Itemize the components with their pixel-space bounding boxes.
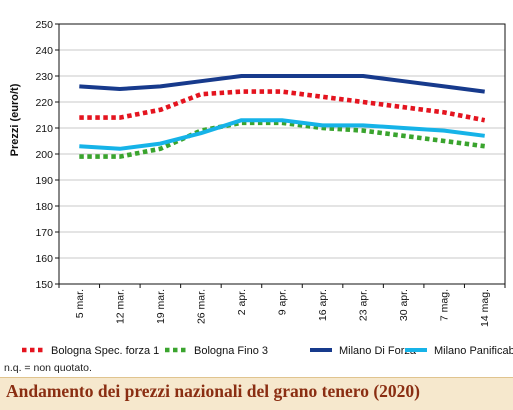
x-tick-label: 14 mag.	[479, 289, 491, 327]
x-tick-label: 7 mag.	[439, 289, 451, 321]
x-tick-label: 9 apr.	[277, 289, 289, 315]
y-tick-label: 190	[35, 175, 53, 187]
y-tick-label: 210	[35, 123, 53, 135]
y-tick-label: 200	[35, 149, 53, 161]
x-tick-label: 5 mar.	[74, 289, 86, 318]
y-tick-label: 170	[35, 227, 53, 239]
series-line-3	[79, 76, 484, 92]
note-text: n.q. = non quotato.	[4, 362, 92, 374]
chart-title: Andamento dei prezzi nazionali del grano…	[6, 381, 420, 402]
y-tick-label: 230	[35, 71, 53, 83]
x-tick-label: 19 mar.	[155, 289, 167, 324]
x-tick-label: 26 mar.	[195, 289, 207, 324]
y-tick-label: 250	[35, 19, 53, 31]
legend-label: Milano Panificabile	[434, 345, 513, 357]
y-tick-label: 240	[35, 45, 53, 57]
x-tick-label: 30 apr.	[398, 289, 410, 321]
legend-label: Bologna Spec. forza 1	[51, 345, 159, 357]
y-tick-label: 220	[35, 97, 53, 109]
x-tick-label: 23 apr.	[358, 289, 370, 321]
x-axis: 5 mar. 12 mar. 19 mar. 26 mar. 2 apr. 9 apr. 1…	[59, 284, 505, 327]
y-tick-label: 160	[35, 253, 53, 265]
legend-label: Bologna Fino 3	[194, 345, 268, 357]
x-tick-label: 2 apr.	[236, 289, 248, 315]
chart-gridlines	[59, 50, 505, 258]
chart-legend: Bologna Spec. forza 1 Bologna Fino 3 Milan…	[22, 345, 513, 357]
y-tick-label: 150	[35, 279, 53, 291]
x-tick-label: 12 mar.	[114, 289, 126, 324]
series-line-1	[79, 92, 484, 121]
y-axis: 150 160 170 180 190 200 210 220 230 240 250	[35, 19, 59, 291]
y-axis-label: Prezzi (euro/t)	[9, 83, 21, 156]
price-chart: 150 160 170 180 190 200 210 220 230 240 250 5 mar.…	[0, 0, 513, 360]
footer-banner: Andamento dei prezzi nazionali del grano…	[0, 377, 513, 410]
chart-series	[79, 76, 484, 157]
y-tick-label: 180	[35, 201, 53, 213]
x-tick-label: 16 apr.	[317, 289, 329, 321]
